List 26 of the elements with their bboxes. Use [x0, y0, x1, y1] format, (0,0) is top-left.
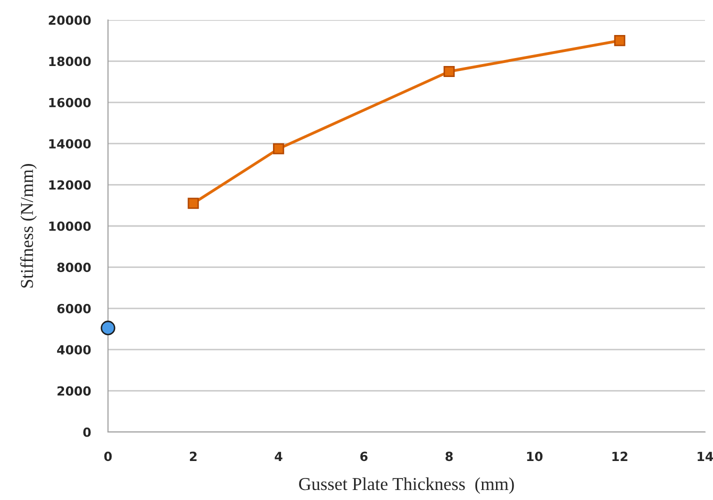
y-tick-label: 8000 — [57, 262, 91, 272]
y-tick-label: 14000 — [49, 139, 91, 149]
y-tick-label: 18000 — [49, 56, 91, 66]
point — [614, 35, 626, 46]
x-tick-label: 6 — [360, 452, 368, 462]
x-tick-label: 14 — [698, 452, 713, 461]
x-axis-title: Gusset Plate Thickness (mm) — [299, 477, 514, 494]
y-tick-label: 10000 — [49, 221, 91, 231]
point — [188, 198, 199, 209]
x-tick-label: 8 — [446, 452, 453, 462]
y-tick-label: 12000 — [49, 180, 91, 190]
y-tick-label: 4000 — [57, 345, 91, 355]
x-tick-label: 12 — [612, 452, 628, 461]
y-tick-label: 16000 — [49, 98, 91, 108]
point — [444, 66, 455, 78]
x-tick-label: 2 — [190, 452, 197, 461]
x-tick-label: 10 — [527, 452, 543, 462]
y-tick-label: 2000 — [58, 386, 91, 396]
point — [100, 320, 116, 336]
x-tick-label: 0 — [104, 452, 112, 462]
x-tick-label: 4 — [274, 452, 282, 461]
y-tick-label: 20000 — [48, 15, 91, 25]
y-axis-title: Stiffness (N/mm) — [20, 164, 37, 288]
y-tick-label: 0 — [83, 427, 91, 437]
point — [273, 143, 284, 154]
y-tick-label: 6000 — [57, 304, 91, 314]
